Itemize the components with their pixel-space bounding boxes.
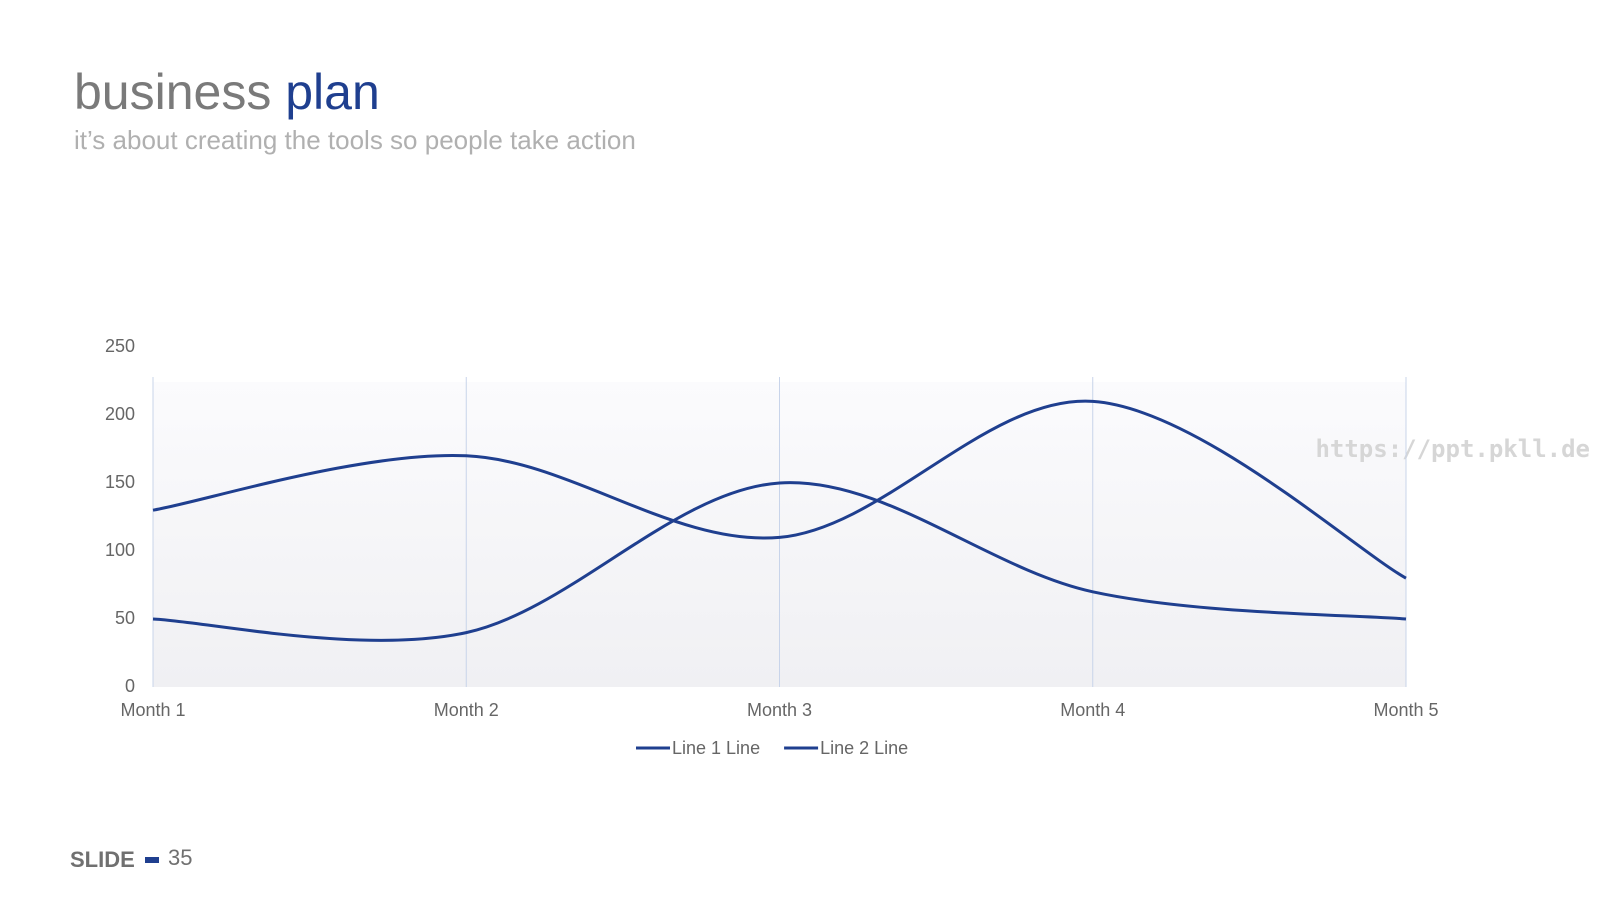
- subtitle: it’s about creating the tools so people …: [74, 125, 636, 155]
- x-tick-label: Month 4: [1060, 700, 1125, 720]
- title: business plan: [74, 64, 380, 120]
- y-tick-label: 0: [125, 676, 135, 696]
- chart: 0 50 100 150 200 250 Month 1 Month 2 Month 3 Mont…: [105, 336, 1439, 758]
- y-tick-label: 250: [105, 336, 135, 356]
- x-tick-label: Month 1: [120, 700, 185, 720]
- x-tick-label: Month 5: [1373, 700, 1438, 720]
- y-tick-label: 50: [115, 608, 135, 628]
- y-tick-label: 200: [105, 404, 135, 424]
- series-line: [152, 481, 1407, 642]
- y-tick-label: 150: [105, 472, 135, 492]
- series-line: [152, 399, 1407, 580]
- legend-label: Line 2 Line: [820, 738, 908, 758]
- x-tick-label: Month 2: [434, 700, 499, 720]
- title-part: plan: [285, 64, 380, 120]
- y-tick-label: 100: [105, 540, 135, 560]
- page-number: 35: [168, 845, 192, 870]
- footer-dash: [145, 857, 159, 863]
- title-part: business: [74, 64, 271, 120]
- watermark: https://ppt.pkll.de: [1315, 435, 1590, 463]
- x-tick-label: Month 3: [747, 700, 812, 720]
- legend-label: Line 1 Line: [672, 738, 760, 758]
- footer-label: SLIDE: [70, 847, 135, 872]
